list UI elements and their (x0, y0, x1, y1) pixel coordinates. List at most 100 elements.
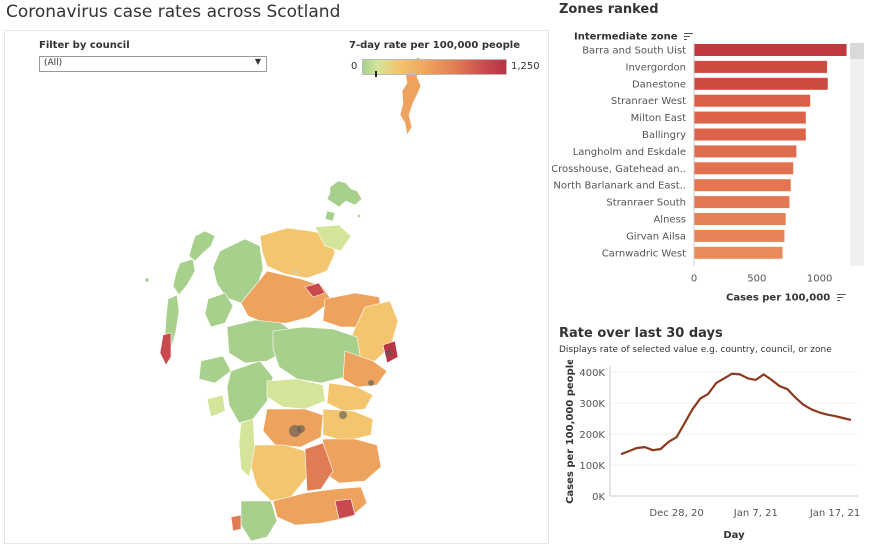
rate-point[interactable] (658, 446, 664, 452)
rate-point[interactable] (689, 406, 695, 412)
zone-bar[interactable] (694, 196, 790, 209)
rate-point[interactable] (674, 434, 680, 440)
rate-point[interactable] (721, 375, 727, 381)
rate-point[interactable] (824, 412, 830, 418)
legend-marker (375, 71, 377, 77)
zone-label[interactable]: Barra and South Uist (582, 46, 686, 57)
zone-label[interactable]: Stranraer West (611, 96, 686, 107)
legend-color-ramp (362, 59, 507, 75)
map-region-harris (172, 258, 196, 296)
rate-point[interactable] (642, 444, 648, 450)
map-region-ross (240, 270, 333, 324)
rate-point[interactable] (713, 380, 719, 386)
rate-point[interactable] (777, 383, 783, 389)
zone-label[interactable]: Stranraer South (606, 198, 686, 209)
rate-point[interactable] (737, 371, 743, 377)
sort-icon[interactable] (684, 31, 693, 42)
zone-label[interactable]: Carnwadric West (602, 248, 686, 259)
rate-series-line[interactable] (620, 372, 852, 456)
rate-point[interactable] (761, 371, 767, 377)
map-region-angus (342, 350, 388, 388)
zone-label[interactable]: North Barlanark and East.. (553, 181, 686, 192)
map-region-lewis (188, 230, 216, 262)
zone-label[interactable]: Milton East (631, 113, 686, 124)
rate-x-tick-label: Jan 17, 21 (809, 508, 860, 519)
map-region-stirling (266, 378, 326, 410)
rate-point[interactable] (784, 386, 790, 392)
map-small-isles (144, 214, 361, 283)
zone-label[interactable]: Alness (653, 215, 686, 226)
zones-axis-header[interactable]: Intermediate zone (574, 31, 693, 42)
zone-bar[interactable] (694, 77, 828, 90)
map-region-lothian (322, 408, 374, 442)
rate-line-chart: 0K 100K 200K 300K 400K Dec 28, 20 Jan 7, 21 Jan… (565, 360, 860, 541)
map-region-stranraer (230, 514, 242, 532)
rate-point[interactable] (634, 445, 640, 451)
scotland-map[interactable] (5, 31, 550, 545)
zone-bar[interactable] (694, 145, 797, 158)
rate-point[interactable] (816, 409, 822, 415)
rate-x-axis-label: Day (723, 530, 745, 541)
rate-point[interactable] (840, 415, 846, 421)
zone-label[interactable]: Girvan Ailsa (626, 231, 686, 242)
zone-label[interactable]: Crosshouse, Gatehead an.. (552, 164, 686, 175)
map-region-barra (159, 332, 172, 366)
zone-label[interactable]: Langholm and Eskdale (573, 147, 686, 158)
council-filter-value: (All) (44, 58, 63, 68)
zones-axis-header-label: Intermediate zone (574, 31, 678, 43)
rate-point[interactable] (792, 395, 798, 401)
zone-bar[interactable] (694, 94, 811, 107)
zones-ranked-title: Zones ranked (559, 2, 659, 17)
sort-icon[interactable] (836, 292, 846, 303)
rate-x-tick-label: Jan 7, 21 (733, 508, 778, 519)
zones-scrollbar-thumb[interactable] (850, 43, 864, 59)
zone-bar[interactable] (694, 162, 794, 175)
zone-bar[interactable] (694, 111, 806, 124)
rate-point[interactable] (808, 406, 814, 412)
zone-bar[interactable] (694, 128, 806, 141)
rate-point[interactable] (681, 420, 687, 426)
zone-bar[interactable] (694, 229, 785, 242)
rate-x-tick-label: Dec 28, 20 (649, 508, 703, 519)
rate-point[interactable] (800, 402, 806, 408)
rate-point[interactable] (769, 377, 775, 383)
chevron-down-icon: ▼ (254, 57, 261, 66)
map-region-sutherland (259, 227, 336, 279)
zones-x-axis-label-text: Cases per 100,000 (726, 292, 831, 304)
zone-bar[interactable] (694, 246, 783, 259)
map-region-langholm (334, 498, 356, 520)
rate-point[interactable] (753, 377, 759, 383)
rate-point[interactable] (650, 447, 656, 453)
zones-scrollbar[interactable] (850, 43, 864, 266)
map-panel: Filter by council (All) ▼ 7-day rate per… (4, 30, 549, 544)
rate-point[interactable] (745, 375, 751, 381)
rate-y-tick-label: 200K (579, 430, 605, 441)
zone-bar[interactable] (694, 44, 847, 56)
rate-point[interactable] (729, 371, 735, 377)
map-region-ayrshire (250, 444, 308, 502)
zone-bar[interactable] (694, 60, 828, 73)
zone-label[interactable]: Danestone (632, 79, 686, 90)
rate-point[interactable] (832, 413, 838, 419)
map-urban-clusters (289, 350, 392, 437)
map-region-orkney (326, 180, 363, 208)
rate-point[interactable] (697, 396, 703, 402)
rate-point[interactable] (705, 391, 711, 397)
zone-label[interactable]: Invergordon (626, 62, 687, 73)
map-region-mull (198, 355, 232, 384)
rate-point[interactable] (618, 451, 624, 457)
filter-label: Filter by council (39, 40, 130, 51)
zone-bar[interactable] (694, 179, 791, 192)
zone-label[interactable]: Ballingry (642, 130, 686, 141)
council-filter-select[interactable]: (All) ▼ (39, 56, 267, 72)
rate-point[interactable] (848, 417, 854, 423)
rate-point[interactable] (626, 448, 632, 454)
rate-chart-title: Rate over last 30 days (559, 326, 723, 341)
map-region-lanarkshire (304, 442, 334, 492)
zones-x-tick-label: 1000 (807, 274, 832, 285)
rate-point[interactable] (666, 439, 672, 445)
legend-title: 7-day rate per 100,000 people (349, 40, 520, 51)
map-region-skye (204, 292, 234, 328)
legend-min-label: 0 (351, 61, 358, 72)
zone-bar[interactable] (694, 213, 786, 225)
